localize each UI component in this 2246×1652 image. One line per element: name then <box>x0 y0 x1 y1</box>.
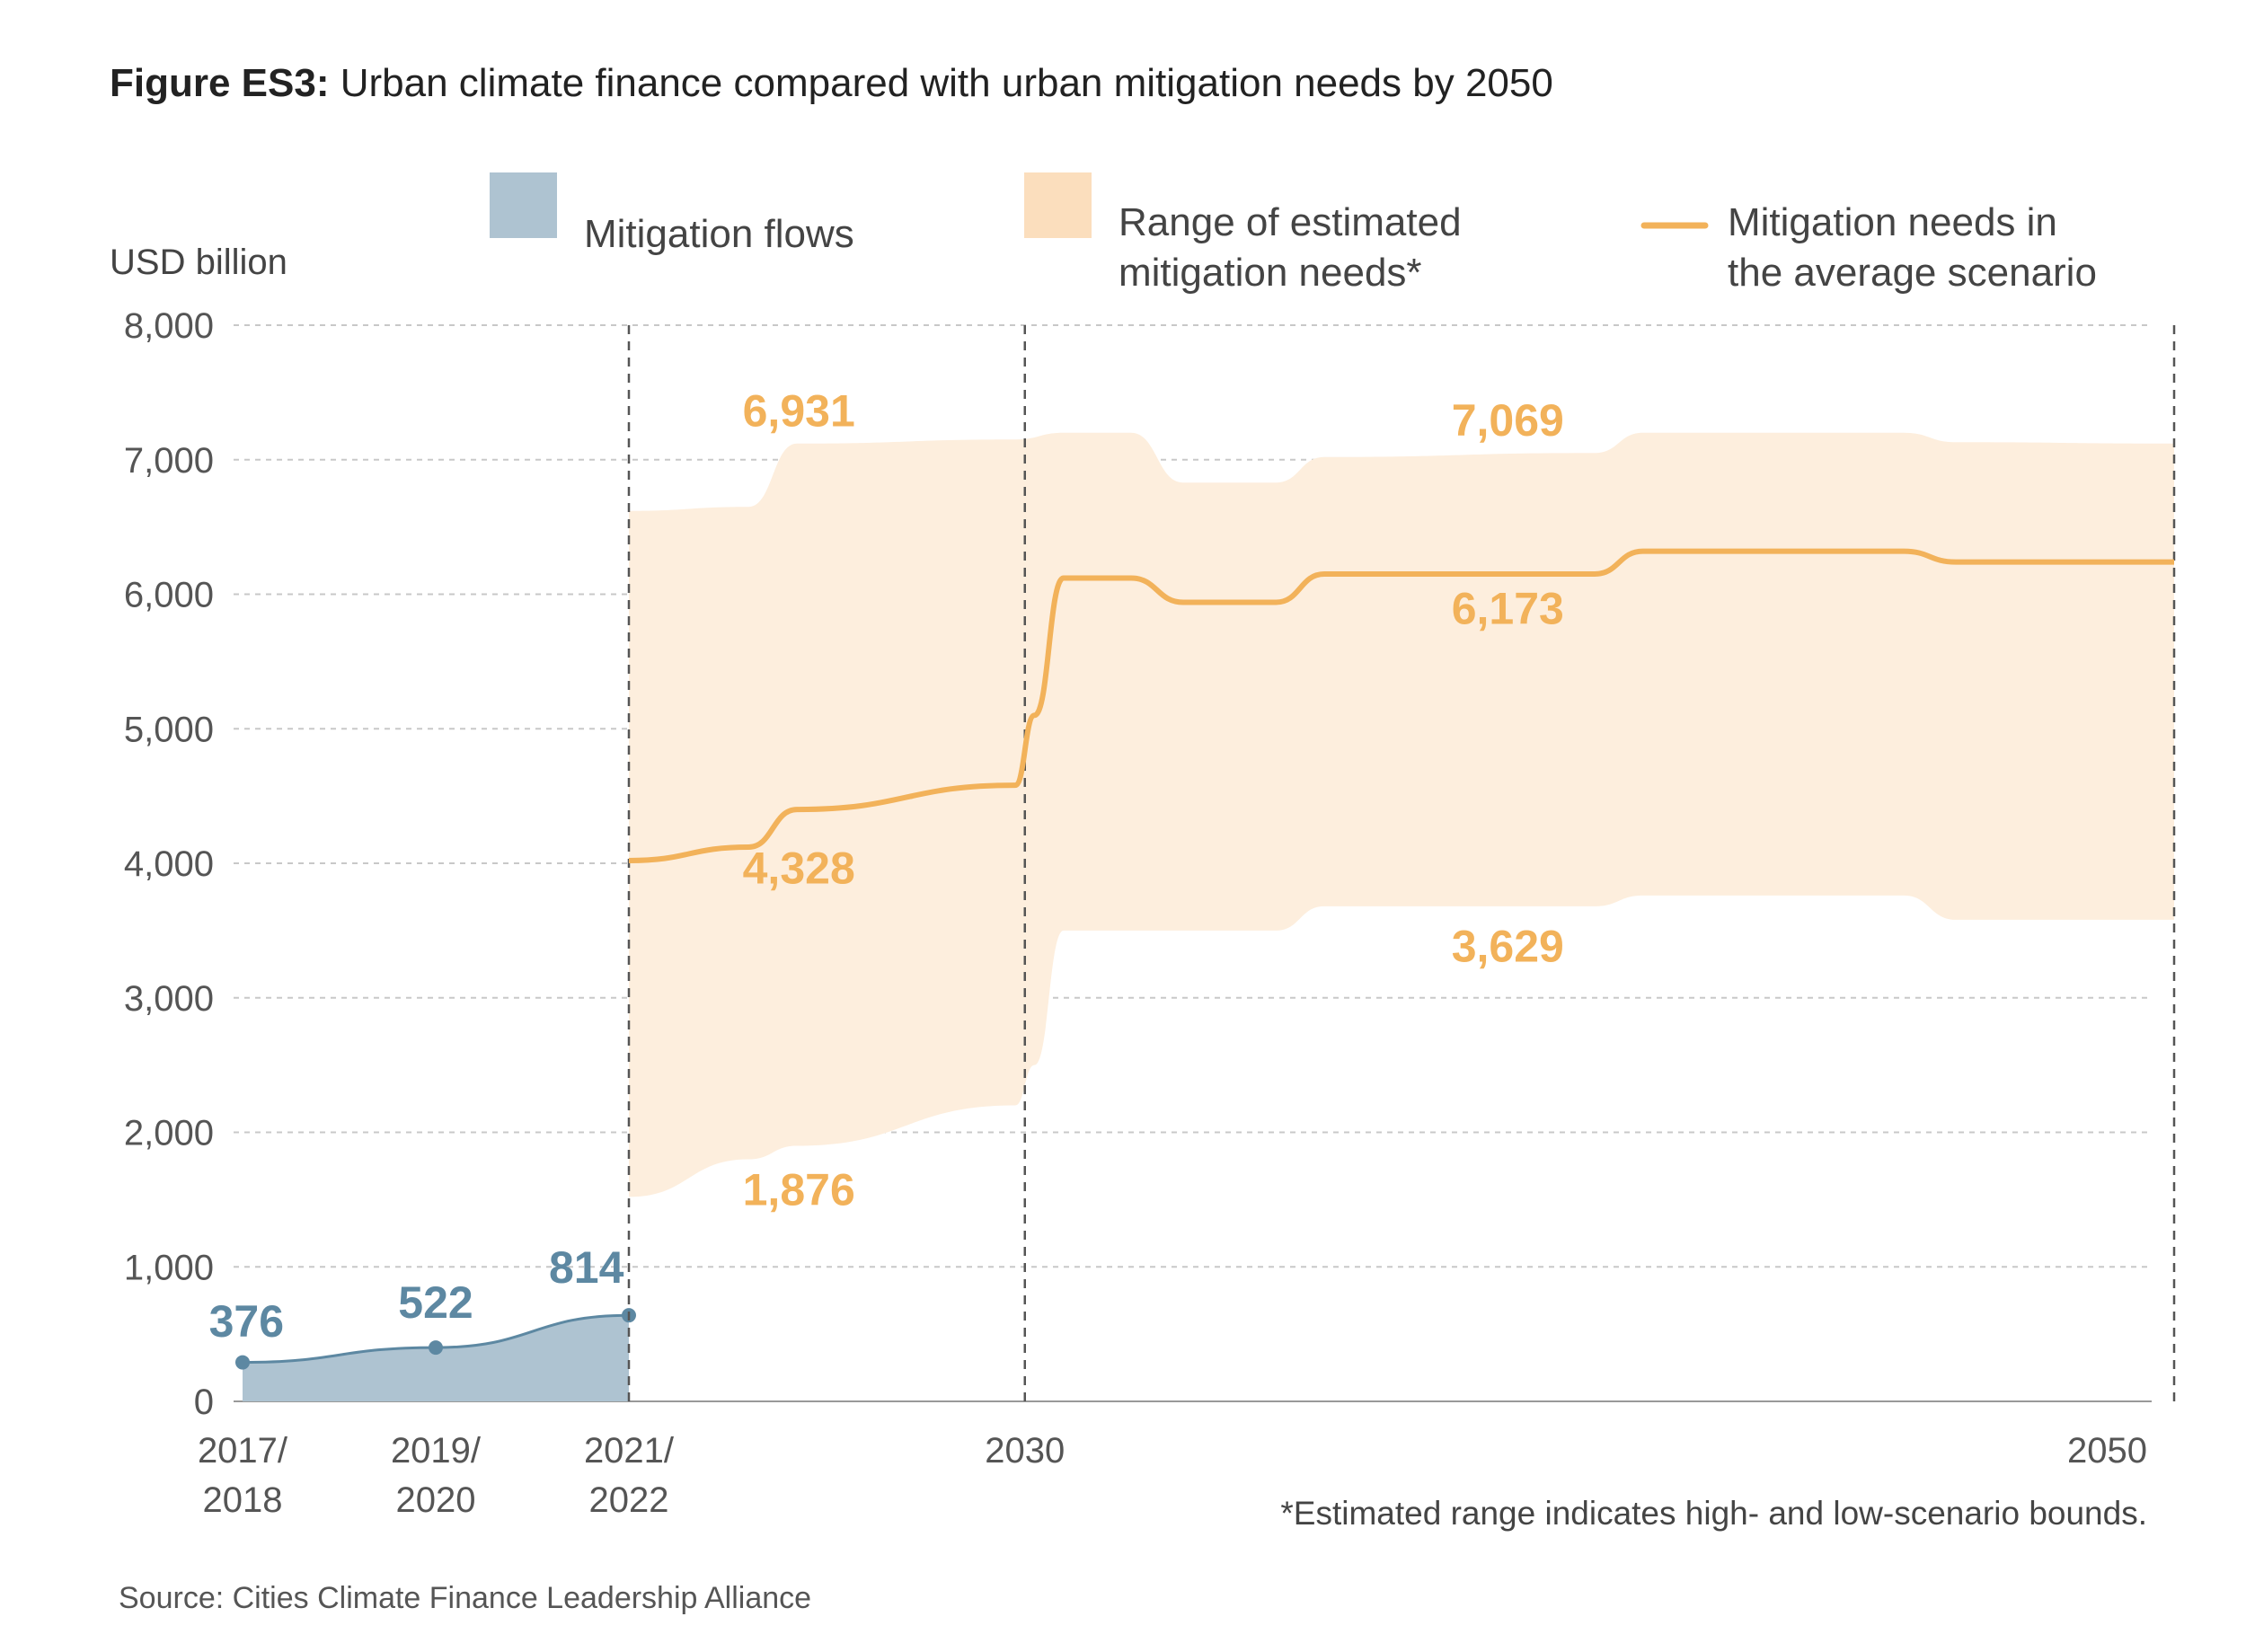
y-tick-label: 5,000 <box>124 710 214 749</box>
legend-label-line: mitigation needs* <box>1119 251 1422 295</box>
x-tick-line: 2021/ <box>584 1431 675 1471</box>
source-note: Source: Cities Climate Finance Leadershi… <box>119 1581 811 1615</box>
needs-data-label: 3,629 <box>1452 921 1564 971</box>
x-axis-ticks: 2017/2018 2019/2020 2021/2022 2030 2050 <box>198 1431 2147 1520</box>
needs-data-label: 6,931 <box>743 385 855 436</box>
x-tick-line: 2017/ <box>198 1431 288 1471</box>
x-tick-line: 2050 <box>2067 1431 2147 1471</box>
flows-marker <box>235 1355 250 1370</box>
x-tick-label: 2021/2022 <box>584 1431 675 1520</box>
flows-data-label: 522 <box>398 1277 473 1328</box>
x-tick-line: 2022 <box>589 1480 669 1520</box>
y-axis-unit: USD billion <box>110 243 287 282</box>
average-needs-path <box>628 548 2174 863</box>
x-tick-line: 2018 <box>203 1480 283 1520</box>
flows-data-label: 814 <box>549 1242 624 1293</box>
needs-data-label: 7,069 <box>1452 395 1564 446</box>
y-tick-label: 3,000 <box>124 979 214 1019</box>
average-needs-line <box>628 548 2174 863</box>
needs-range-band <box>629 432 2174 1197</box>
legend-label-range: Range of estimated mitigation needs* <box>1119 200 1462 295</box>
data-labels: 376 522 814 6,931 1,876 7,069 3,629 4,328 6,173 <box>209 385 1564 1347</box>
legend-label-flows: Mitigation flows <box>584 212 854 256</box>
legend-label-line: the average scenario <box>1728 251 2097 295</box>
x-tick-label: 2017/2018 <box>198 1431 288 1520</box>
flows-area-fill <box>243 1315 629 1401</box>
x-tick-label: 2019/2020 <box>391 1431 482 1520</box>
flows-marker <box>429 1340 443 1356</box>
flows-area <box>235 1308 636 1401</box>
y-tick-label: 6,000 <box>124 576 214 615</box>
y-tick-label: 2,000 <box>124 1114 214 1153</box>
y-tick-label: 7,000 <box>124 441 214 481</box>
needs-range-area <box>629 432 2174 1197</box>
legend-label-line: Mitigation needs in <box>1728 200 2057 244</box>
flows-data-label: 376 <box>209 1296 284 1347</box>
figure-title: Figure ES3: Urban climate finance compar… <box>110 61 1553 105</box>
legend-swatch-range <box>1024 172 1092 238</box>
y-axis-ticks: 0 1,000 2,000 3,000 4,000 5,000 6,000 7,000 8,00… <box>124 306 214 1422</box>
y-tick-label: 8,000 <box>124 306 214 346</box>
legend-label-line: Range of estimated <box>1119 200 1462 244</box>
footnote: *Estimated range indicates high- and low… <box>1280 1495 2147 1532</box>
x-tick-line: 2030 <box>985 1431 1065 1471</box>
needs-data-label: 1,876 <box>743 1164 855 1215</box>
figure-title-prefix: Figure ES3: <box>110 61 330 105</box>
needs-data-label: 4,328 <box>743 843 855 893</box>
y-tick-label: 0 <box>194 1383 214 1422</box>
y-tick-label: 4,000 <box>124 844 214 884</box>
x-tick-label: 2050 <box>2067 1431 2147 1471</box>
legend-label-avg: Mitigation needs in the average scenario <box>1728 200 2097 295</box>
legend-label-line: Mitigation flows <box>584 212 854 256</box>
legend-swatch-flows <box>490 172 557 238</box>
x-tick-label: 2030 <box>985 1431 1065 1471</box>
legend: Mitigation flows Range of estimated mitiga… <box>490 172 2097 295</box>
x-tick-line: 2020 <box>396 1480 476 1520</box>
y-tick-label: 1,000 <box>124 1248 214 1287</box>
x-tick-line: 2019/ <box>391 1431 482 1471</box>
needs-data-label: 6,173 <box>1452 583 1564 633</box>
figure-title-text: Urban climate finance compared with urba… <box>340 61 1553 105</box>
